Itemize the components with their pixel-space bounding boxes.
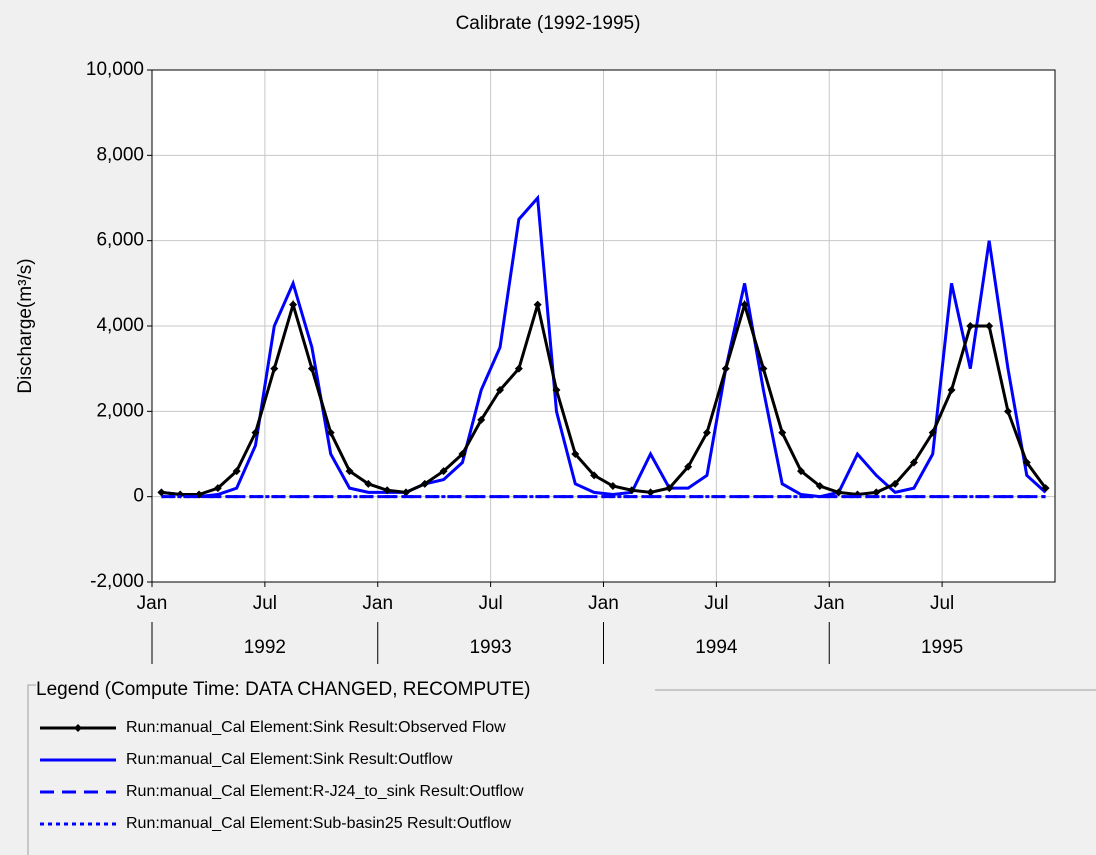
data-point	[909, 458, 918, 467]
data-point	[251, 428, 260, 437]
legend-frame	[27, 684, 36, 855]
year-label: 1993	[469, 637, 511, 658]
data-point	[514, 364, 523, 373]
x-tick-label: Jan	[362, 593, 393, 614]
data-point	[702, 428, 711, 437]
legend-label: Run:manual_Cal Element:Sub-basin25 Resul…	[126, 815, 512, 832]
data-point	[213, 484, 222, 493]
data-point	[815, 482, 824, 490]
data-point	[608, 482, 617, 490]
y-tick-label: 10,000	[86, 59, 144, 80]
data-point	[928, 428, 937, 437]
series-line	[161, 299, 1047, 497]
y-tick-label: -2,000	[90, 571, 144, 592]
data-point	[307, 364, 316, 373]
data-point	[721, 364, 730, 373]
data-point	[439, 467, 448, 476]
data-point	[684, 462, 693, 471]
data-point	[834, 488, 843, 497]
data-point	[157, 488, 166, 497]
data-point	[383, 486, 392, 495]
plot-border	[151, 69, 1056, 583]
data-point	[289, 300, 298, 309]
data-point	[665, 484, 674, 493]
y-tick-label: 6,000	[96, 230, 144, 251]
data-point	[326, 428, 335, 437]
data-point	[270, 364, 279, 373]
data-point	[966, 322, 975, 330]
legend-label: Run:manual_Cal Element:Sink Result:Outfl…	[126, 751, 453, 768]
legend-label: Run:manual_Cal Element:R-J24_to_sink Res…	[126, 783, 524, 800]
data-point	[891, 479, 900, 488]
y-tick-label: 2,000	[96, 400, 144, 421]
data-point	[477, 415, 486, 424]
data-point	[590, 471, 599, 480]
year-label: 1992	[244, 637, 286, 658]
x-tick-label: Jul	[478, 593, 502, 614]
data-point	[759, 364, 768, 373]
data-point	[232, 467, 241, 476]
data-point	[1022, 458, 1031, 467]
series-line	[161, 194, 1047, 499]
data-point	[458, 450, 467, 458]
chart-title: Calibrate (1992-1995)	[456, 13, 641, 34]
data-point	[872, 488, 881, 497]
data-point	[778, 428, 787, 437]
x-tick-label: Jan	[814, 593, 845, 614]
x-tick-label: Jul	[704, 593, 728, 614]
year-label: 1995	[921, 637, 963, 658]
x-tick-label: Jul	[930, 593, 954, 614]
data-point	[571, 450, 580, 458]
legend-title: Legend (Compute Time: DATA CHANGED, RECO…	[36, 679, 530, 700]
data-point	[420, 479, 429, 488]
data-point	[985, 322, 994, 330]
x-tick-label: Jul	[253, 593, 277, 614]
data-point	[345, 467, 354, 476]
legend-label: Run:manual_Cal Element:Sink Result:Obser…	[126, 719, 506, 736]
y-tick-label: 4,000	[96, 315, 144, 336]
x-tick-label: Jan	[137, 593, 168, 614]
y-axis-label: Discharge(m³/s)	[15, 258, 36, 393]
data-point	[1003, 407, 1012, 416]
data-point	[552, 386, 561, 394]
data-point	[1041, 484, 1050, 493]
data-point	[646, 488, 655, 497]
data-point	[401, 488, 410, 497]
data-point	[627, 486, 636, 495]
data-point	[947, 386, 956, 394]
legend-marker	[74, 724, 82, 732]
data-point	[797, 467, 806, 476]
year-label: 1994	[695, 637, 738, 658]
data-point	[364, 479, 373, 488]
data-point	[496, 386, 505, 394]
data-point	[533, 300, 542, 309]
x-tick-label: Jan	[588, 593, 619, 614]
y-tick-label: 0	[133, 486, 144, 507]
y-tick-label: 8,000	[96, 144, 144, 165]
data-point	[740, 300, 749, 309]
